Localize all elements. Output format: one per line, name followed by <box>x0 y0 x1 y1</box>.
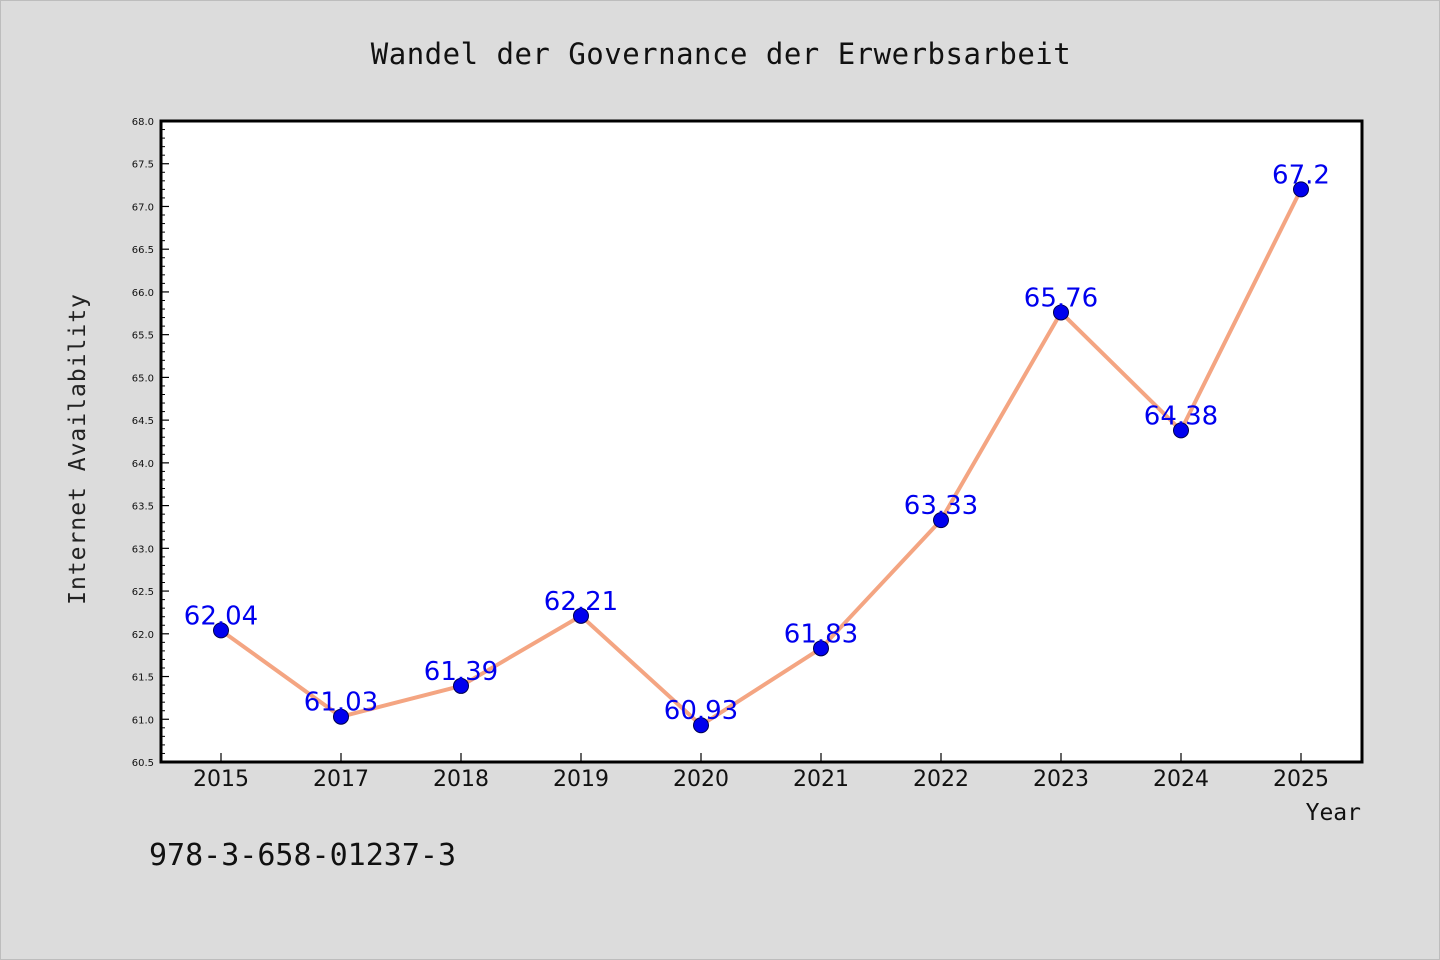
data-label: 60.93 <box>664 696 738 726</box>
data-point <box>573 607 589 624</box>
x-tick-label: 2025 <box>1273 767 1329 792</box>
data-label: 62.04 <box>184 601 258 631</box>
x-axis-ticks: 2015 2017 2018 2019 2020 2021 2022 2023 2024 2025 <box>193 753 1329 792</box>
data-point <box>813 640 829 657</box>
y-axis-label: Internet Availability <box>65 293 91 605</box>
x-axis-label: Year <box>1306 800 1361 826</box>
y-tick-label: 61.5 <box>132 673 154 684</box>
data-labels-group: 62.04 61.03 61.39 62.21 60.93 61.83 63.33 65.76… <box>184 160 1330 726</box>
data-label: 61.03 <box>304 688 378 718</box>
y-tick-label: 67.5 <box>132 160 154 171</box>
data-label: 67.2 <box>1272 160 1330 190</box>
data-label: 63.33 <box>904 491 978 521</box>
x-tick-label: 2018 <box>433 767 489 792</box>
plot-area <box>159 119 1364 764</box>
data-point <box>1053 304 1069 321</box>
data-label: 61.83 <box>784 619 858 649</box>
y-tick-label: 66.5 <box>132 245 154 256</box>
y-tick-label: 60.5 <box>132 758 154 769</box>
x-tick-label: 2019 <box>553 767 609 792</box>
data-point <box>333 708 349 725</box>
series-line <box>219 187 1303 728</box>
y-tick-label: 64.0 <box>132 459 154 470</box>
y-tick-label: 63.5 <box>132 502 154 513</box>
y-axis-ticks: 60.5 61.0 61.5 62.0 62.5 63.0 63.5 64.0 64.5 65.0… <box>132 117 169 769</box>
y-tick-label: 62.5 <box>132 587 154 598</box>
data-label: 64.38 <box>1144 401 1218 431</box>
x-tick-label: 2023 <box>1033 767 1089 792</box>
y-tick-label: 67.0 <box>132 202 154 213</box>
x-tick-label: 2021 <box>793 767 849 792</box>
data-point <box>1293 181 1309 198</box>
x-tick-label: 2017 <box>313 767 369 792</box>
data-label: 62.21 <box>544 587 618 617</box>
y-tick-label: 68.0 <box>132 117 154 128</box>
data-point <box>1173 422 1189 439</box>
y-tick-label: 65.5 <box>132 331 154 342</box>
data-point <box>693 717 709 734</box>
data-point <box>933 512 949 529</box>
chart-title: Wandel der Governance der Erwerbsarbeit <box>371 37 1071 71</box>
x-tick-label: 2015 <box>193 767 249 792</box>
x-tick-label: 2022 <box>913 767 969 792</box>
x-tick-label: 2024 <box>1153 767 1209 792</box>
data-label: 61.39 <box>424 657 498 687</box>
x-tick-label: 2020 <box>673 767 729 792</box>
data-point <box>453 677 469 694</box>
y-tick-label: 62.0 <box>132 630 154 641</box>
y-tick-label: 63.0 <box>132 544 154 555</box>
isbn-text: 978-3-658-01237-3 <box>149 838 456 873</box>
y-tick-label: 61.0 <box>132 715 154 726</box>
data-label: 65.76 <box>1024 283 1098 313</box>
y-tick-label: 65.0 <box>132 373 154 384</box>
series-line-group <box>219 187 1303 728</box>
y-tick-label: 64.5 <box>132 416 154 427</box>
y-tick-label: 66.0 <box>132 288 154 299</box>
series-points-group <box>213 181 1309 734</box>
data-point <box>213 622 229 639</box>
